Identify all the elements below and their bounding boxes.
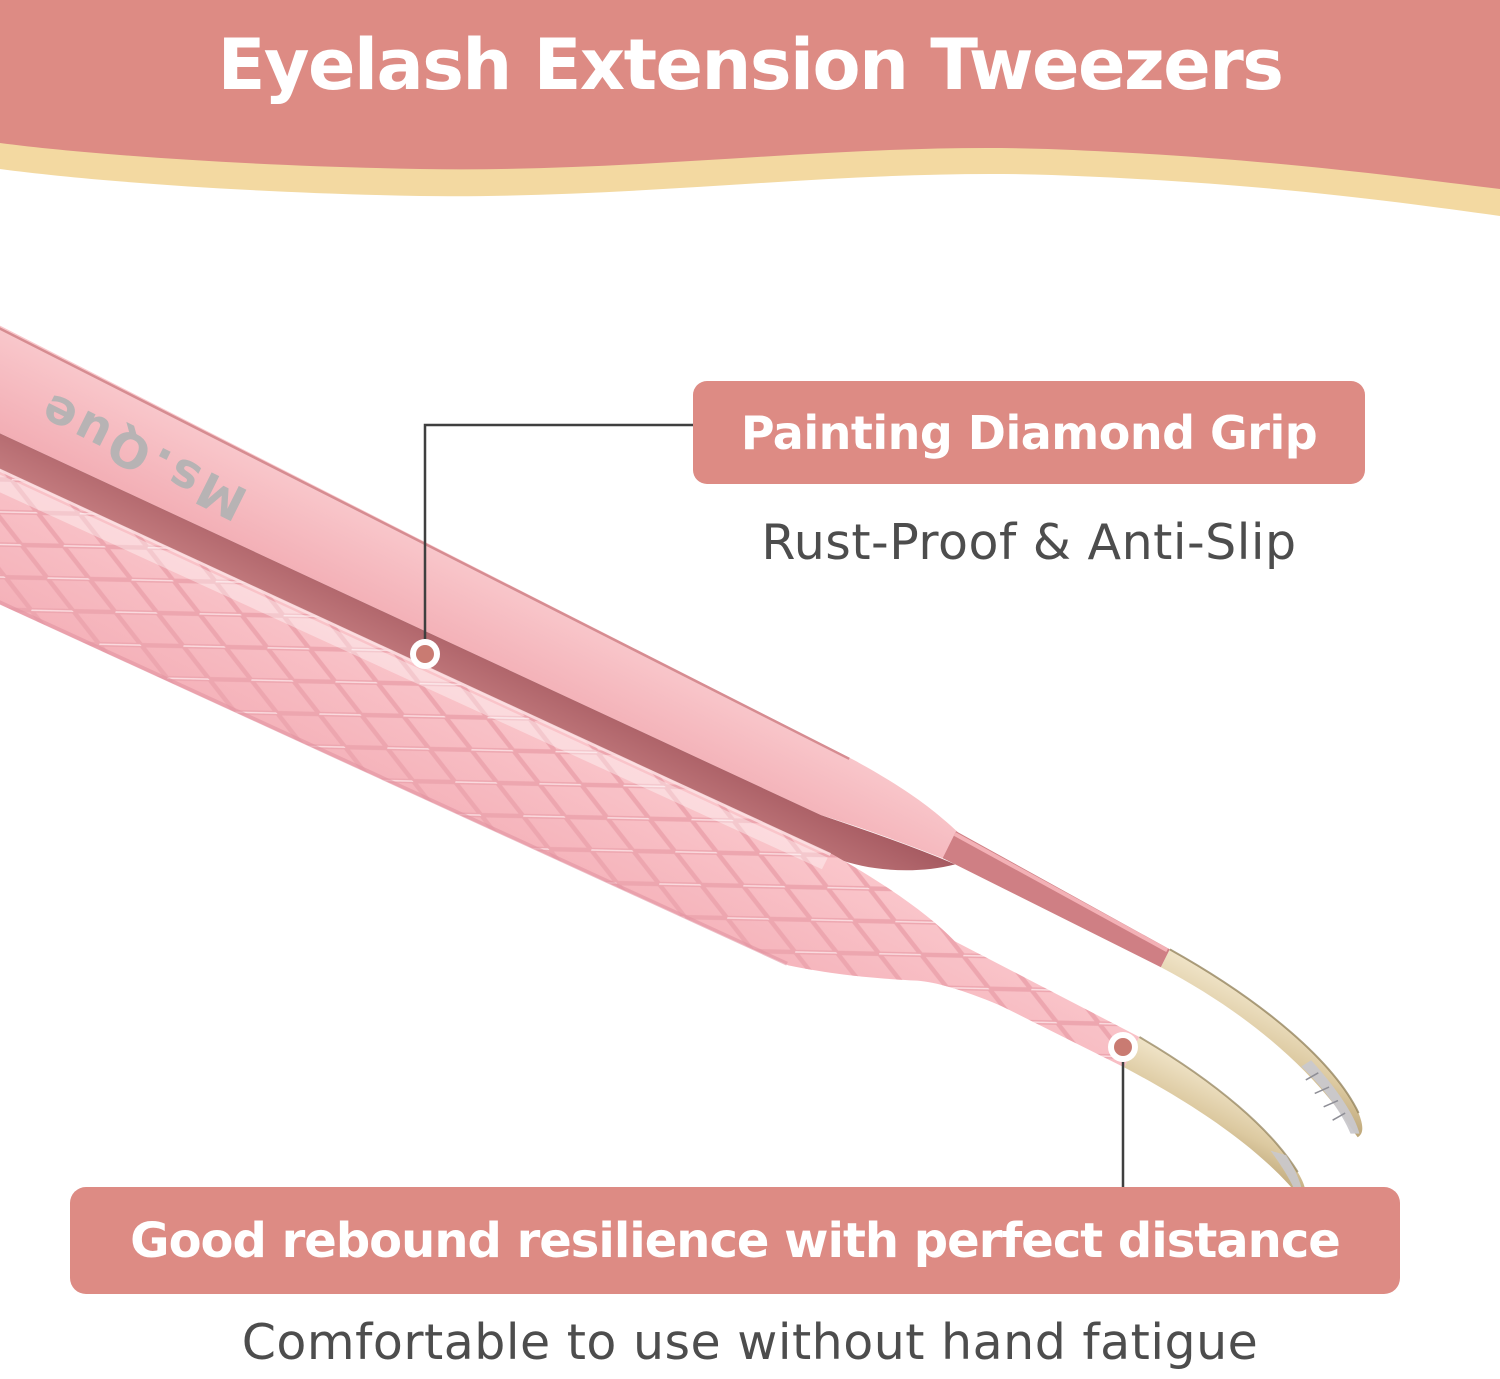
callout-marker-rebound-dot [1114,1038,1132,1056]
tweezers-tip-lower-silver [1270,1150,1303,1199]
feature-callout-grip-description: Rust-Proof & Anti-Slip [761,514,1297,571]
handle-gloss-highlight [0,359,828,870]
banner-wave-pink [0,0,1500,189]
tweezers-inner-gap-shadow [0,325,956,871]
feature-banner-rebound: Good rebound resilience with perfect dis… [70,1187,1400,1294]
tweezers-tip-lower-gold [1124,1037,1306,1200]
callout-marker-grip-dot [416,645,434,663]
callout-line-grip [423,423,693,639]
tweezers-upper-prong [942,831,1170,968]
feature-callout-grip: Painting Diamond Grip [693,381,1365,484]
tweezers-body: Ms.Que [0,231,1363,1200]
handle-bottom-edge-shadow [0,462,788,966]
tweezers-upper-arm [0,231,958,860]
silver-etch-lines [1305,1072,1346,1121]
feature-banner-rebound-description: Comfortable to use without hand fatigue [241,1314,1259,1371]
top-banner [0,0,1500,216]
upper-arm-top-edge [0,233,850,760]
upper-tip-dark-edge [1169,948,1360,1114]
page-title: Eyelash Extension Tweezers [217,24,1284,106]
tweezers-tip-upper-silver-etched [1301,1060,1360,1134]
handle-top-highlight-edge [0,354,832,856]
upper-prong-highlight [953,832,1169,953]
diamond-grip-texture [0,355,1140,1068]
tweezers-tip-upper-gold [1160,949,1363,1138]
